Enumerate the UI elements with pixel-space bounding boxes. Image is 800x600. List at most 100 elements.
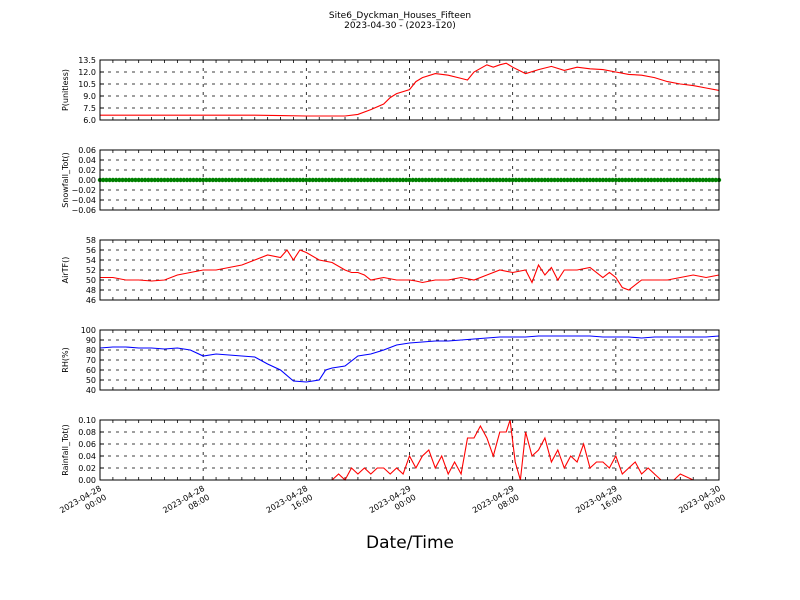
snowfall-point [358,177,364,183]
y-tick-label: 52 [86,266,96,275]
snowfall-point [455,177,461,183]
snowfall-point [242,177,248,183]
plot-frame [99,329,720,391]
snowfall-point [155,177,161,183]
snowfall-point [687,177,693,183]
snowfall-point [516,177,522,183]
snowfall-point [313,177,319,183]
snowfall-point [416,177,422,183]
snowfall-point [281,177,286,183]
snowfall-point [101,177,106,183]
snowfall-point [458,177,464,183]
snowfall-point [342,177,348,183]
snowfall-point [284,177,290,183]
snowfall-point [207,177,212,183]
snowfall-point [384,177,390,183]
snowfall-point [291,177,296,183]
snowfall-point [697,177,702,183]
snowfall-point [587,177,593,183]
snowfall-point [661,177,667,183]
snowfall-point [636,177,641,183]
snowfall-point [413,177,419,183]
y-tick-label: 10.5 [78,80,96,89]
snowfall-point [507,177,512,183]
snowfall-point [581,177,586,183]
snowfall-point [336,177,341,183]
snowfall-point [523,177,528,183]
snowfall-point [233,177,238,183]
snowfall-point [707,177,712,183]
snowfall-point [423,177,428,183]
y-tick-label: 7.5 [83,104,96,113]
snowfall-point [655,177,660,183]
y-tick-label: −0.02 [71,186,96,195]
snowfall-point [362,177,367,183]
snowfall-point [694,177,699,183]
snowfall-point [629,177,635,183]
snowfall-point [562,177,567,183]
snowfall-point [491,177,496,183]
snowfall-point [481,177,486,183]
snowfall-point [323,177,328,183]
snowfall-point [252,177,257,183]
snowfall-point [691,177,696,183]
snowfall-point [346,177,351,183]
snowfall-point [452,177,457,183]
snowfall-point [220,177,225,183]
y-axis-label: Rainfall_Tot() [61,424,70,476]
series-line-1 [100,62,720,117]
snowfall-point [146,177,151,183]
snowfall-point [371,177,377,183]
snowfall-point [271,177,277,183]
snowfall-point [484,177,490,183]
snowfall-point [133,177,138,183]
snowfall-point [700,177,706,183]
snowfall-point [539,177,544,183]
snowfall-point [426,177,432,183]
snowfall-point [142,177,148,183]
snowfall-point [365,177,370,183]
y-tick-label: 40 [86,386,96,395]
snowfall-point [555,177,561,183]
y-tick-label: 50 [86,276,96,285]
snowfall-point [665,177,670,183]
snowfall-point [513,177,519,183]
snowfall-point [616,177,622,183]
snowfall-point [104,177,109,183]
snowfall-point [542,177,548,183]
snowfall-point [597,177,602,183]
snowfall-point [175,177,180,183]
snowfall-point [591,177,596,183]
snowfall-point [645,177,651,183]
y-tick-label: 0.00 [78,476,96,485]
snowfall-point [329,177,335,183]
y-tick-label: −0.04 [71,196,96,205]
plot-frame [99,419,720,481]
snowfall-point [494,177,499,183]
snowfall-point [420,177,425,183]
snowfall-point [549,177,554,183]
snowfall-point [236,177,241,183]
snowfall-point [123,177,128,183]
y-tick-label: 12.0 [78,68,96,77]
snowfall-point [613,177,619,183]
snowfall-point [649,177,654,183]
y-tick-label: 0.02 [78,166,96,175]
snowfall-point [658,177,664,183]
snowfall-point [626,177,631,183]
snowfall-point [639,177,644,183]
plot-frame [99,59,720,121]
snowfall-point [326,177,332,183]
snowfall-point [126,177,132,183]
snowfall-point [436,177,441,183]
snowfall-point [600,177,606,183]
snowfall-point [381,177,386,183]
snowfall-point [603,177,609,183]
snowfall-point [713,177,718,183]
snowfall-point [165,177,170,183]
snowfall-point [610,177,615,183]
snowfall-point [671,177,677,183]
series-line-4 [99,335,720,383]
